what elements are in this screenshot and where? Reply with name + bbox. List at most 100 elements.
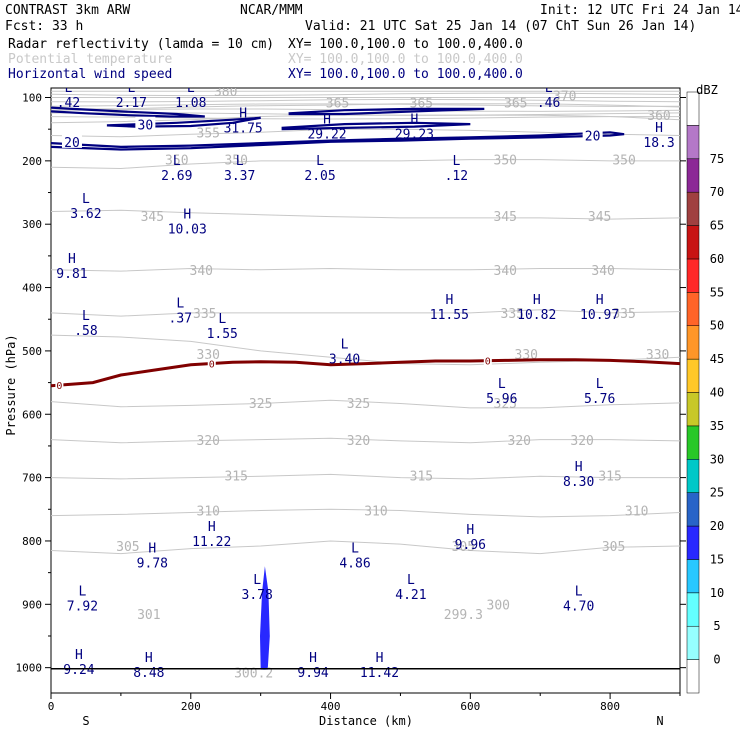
theta-label-345: 345: [494, 210, 517, 225]
theta-label-365: 365: [326, 97, 349, 112]
colorbar-swatch: [686, 325, 700, 360]
extremum-low-marker: L: [545, 81, 553, 96]
extremum-value: 2.69: [161, 169, 192, 184]
colorbar-swatch: [686, 91, 700, 126]
theta-label-360: 360: [647, 109, 670, 124]
field-label-theta: Potential temperature: [8, 52, 173, 67]
extremum-value: 29.23: [395, 128, 434, 143]
y-axis-title: Pressure (hPa): [4, 334, 18, 435]
theta-label-365: 365: [504, 97, 527, 112]
extremum-high-marker: H: [208, 520, 216, 535]
extremum-value: 3.78: [242, 588, 273, 603]
field-xy-theta: XY= 100.0,100.0 to 100.0,400.0: [288, 52, 523, 67]
colorbar-swatch: [686, 358, 700, 393]
extremum-low-marker: L: [253, 573, 261, 588]
theta-contour-315: [51, 473, 680, 480]
extremum-value: 7.92: [67, 600, 98, 615]
extremum-low-marker: L: [498, 377, 506, 392]
y-tick-label: 800: [22, 535, 42, 548]
extremum-high-marker: H: [376, 651, 384, 666]
theta-label-315: 315: [598, 470, 621, 485]
theta-label-310: 310: [197, 505, 220, 520]
colorbar-level-label: 20: [710, 519, 724, 533]
colorbar-level-label: 70: [710, 185, 724, 199]
theta-label-370: 370: [553, 90, 576, 105]
colorbar-swatch: [686, 125, 700, 160]
theta-contour-335: [51, 309, 680, 317]
x-tick-label: 200: [181, 700, 201, 713]
colorbar-level-label: 30: [710, 452, 724, 466]
extremum-value: 10.97: [580, 308, 619, 323]
freezing-level-label: 0: [485, 357, 491, 368]
extremum-low-marker: L: [218, 312, 226, 327]
extremum-value: 4.21: [395, 588, 426, 603]
extremum-high-marker: H: [148, 542, 156, 557]
init-time: Init: 12 UTC Fri 24 Jan 14: [540, 3, 740, 18]
colorbar-level-label: 55: [710, 285, 724, 299]
extremum-high-marker: H: [183, 208, 191, 223]
theta-label-350: 350: [494, 154, 517, 169]
extremum-low-marker: L: [452, 154, 460, 169]
theta-label-345: 345: [588, 210, 611, 225]
y-tick-label: 400: [22, 282, 42, 295]
colorbar-swatch: [686, 492, 700, 527]
extremum-low-marker: L: [236, 154, 244, 169]
extremum-high-marker: H: [309, 651, 317, 666]
colorbar-swatch: [686, 559, 700, 594]
colorbar-swatch: [686, 659, 700, 694]
extremum-value: .12: [445, 169, 468, 184]
colorbar-swatch: [686, 191, 700, 226]
colorbar-swatch: [686, 425, 700, 460]
extremum-value: 18.3: [643, 136, 674, 151]
theta-contour-305: [51, 540, 680, 555]
colorbar-swatch: [686, 625, 700, 660]
theta-contour-325: [51, 399, 680, 409]
theta-contour-330: [51, 334, 680, 366]
theta-label-350: 350: [612, 154, 635, 169]
theta-label-380: 380: [214, 85, 237, 100]
freezing-level-label: 0: [209, 360, 215, 371]
theta-label-315: 315: [224, 470, 247, 485]
extremum-high-marker: H: [239, 106, 247, 121]
extremum-value: 29.22: [307, 128, 346, 143]
extremum-high-marker: H: [411, 113, 419, 128]
extremum-value: 9.78: [137, 557, 168, 572]
extremum-value: 2.05: [304, 169, 335, 184]
colorbar: 0 5 10 15 20 25 30 35 40 45 50 55 60 65 70 75: [686, 91, 724, 694]
theta-contour-345: [51, 209, 680, 220]
y-tick-label: 500: [22, 345, 42, 358]
extremum-low-marker: L: [351, 542, 359, 557]
x-tick-label: 800: [600, 700, 620, 713]
wind-label-bg: [135, 116, 156, 131]
colorbar-level-label: 60: [710, 252, 724, 266]
extremum-value: 9.96: [455, 538, 486, 553]
extremum-high-marker: H: [533, 293, 541, 308]
freezing-level-line: [51, 358, 680, 388]
y-tick-label: 700: [22, 472, 42, 485]
extremum-value: 3.40: [329, 353, 360, 368]
theta-contour-320: [51, 437, 680, 444]
wind-label-bg: [582, 127, 603, 142]
theta-label-320: 320: [347, 434, 370, 449]
wind-isotach-label: 20: [585, 130, 601, 145]
figure-header: CONTRAST 3km ARW NCAR/MMM Init: 12 UTC F…: [5, 3, 740, 82]
wind-isotach-30: [51, 106, 205, 118]
extremum-value: 8.30: [563, 475, 594, 490]
colorbar-swatch: [686, 592, 700, 627]
theta-label-310: 310: [364, 505, 387, 520]
freezing-level-label: 0: [56, 381, 62, 392]
extremum-value: 9.24: [63, 663, 94, 678]
extremum-value: 10.82: [517, 308, 556, 323]
colorbar-level-label: 65: [710, 219, 724, 233]
field-xy-reflectivity: XY= 100.0,100.0 to 100.0,400.0: [288, 37, 523, 52]
wind-label-bg: [61, 133, 82, 148]
experiment-title: CONTRAST 3km ARW: [5, 3, 130, 18]
theta-contour-upper: [51, 103, 680, 107]
y-tick-label: 600: [22, 408, 42, 421]
extremum-low-marker: L: [82, 309, 90, 324]
extremum-value: 3.37: [224, 169, 255, 184]
colorbar-level-label: 5: [713, 619, 720, 633]
extremum-high-marker: H: [145, 651, 153, 666]
